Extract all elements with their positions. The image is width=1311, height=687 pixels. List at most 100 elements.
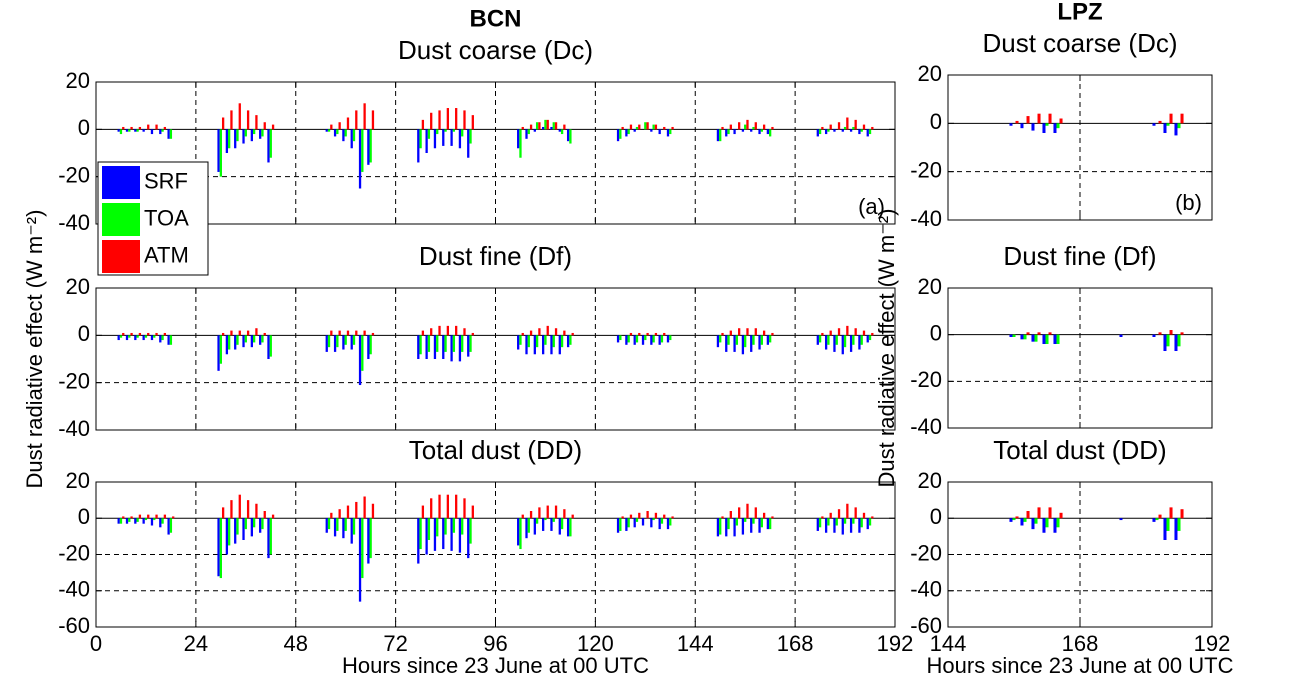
bar: [327, 129, 331, 132]
bar: [754, 507, 757, 519]
bar: [824, 335, 828, 350]
panel-label: (b): [1175, 190, 1202, 215]
bar: [150, 335, 154, 341]
bar: [835, 335, 838, 345]
bar: [566, 335, 570, 348]
bar: [444, 518, 447, 535]
bar: [554, 505, 558, 519]
bar: [452, 335, 456, 352]
bar: [829, 512, 832, 519]
bar: [766, 129, 770, 135]
bar: [824, 129, 828, 135]
bar: [1158, 332, 1162, 335]
bar: [161, 518, 164, 524]
bar: [663, 126, 666, 130]
bar: [1180, 332, 1184, 335]
bar: [134, 518, 137, 524]
bar: [217, 518, 220, 577]
bar: [1177, 123, 1181, 129]
bar: [125, 335, 129, 341]
bar: [663, 514, 666, 519]
bar: [725, 129, 728, 137]
x-tick-label: 0: [90, 631, 102, 656]
bar: [554, 122, 558, 130]
bar: [142, 335, 145, 341]
bar: [442, 518, 445, 550]
panel-label: (a): [858, 194, 885, 219]
bar: [1009, 123, 1013, 126]
column-header: LPZ: [1057, 0, 1102, 25]
bar: [538, 507, 541, 519]
bar: [1012, 518, 1016, 521]
bar: [563, 124, 566, 130]
bar: [1158, 514, 1162, 519]
bar: [858, 129, 861, 135]
bar: [1152, 334, 1156, 337]
bar: [219, 518, 222, 579]
bar: [1163, 334, 1167, 351]
bar: [535, 335, 539, 348]
bar: [236, 518, 239, 535]
plot-area: [95, 481, 896, 628]
bar: [438, 494, 441, 519]
y-tick-label: -40: [910, 577, 942, 602]
plot-area: [95, 287, 896, 431]
bar: [1056, 518, 1060, 528]
legend-label: ATM: [144, 242, 189, 267]
bar: [463, 328, 466, 336]
bar: [153, 518, 156, 521]
plot-background: [948, 288, 1212, 428]
bar: [130, 516, 133, 519]
y-tick-label: 0: [930, 109, 942, 134]
y-tick-label: 20: [918, 274, 942, 299]
bar: [430, 328, 433, 336]
bar: [236, 335, 239, 345]
plot-area: [947, 287, 1213, 429]
bar: [638, 124, 641, 130]
bar: [259, 129, 262, 139]
bar: [355, 330, 358, 336]
bar: [527, 518, 530, 533]
bar: [738, 328, 741, 336]
plot-area: [95, 81, 896, 225]
bar: [425, 518, 428, 555]
bar: [660, 335, 664, 343]
bar: [367, 335, 370, 359]
bar: [716, 335, 720, 348]
x-tick-label: 144: [930, 631, 967, 656]
bar: [259, 518, 262, 533]
bar: [854, 507, 857, 519]
bar: [242, 129, 245, 144]
bar: [621, 126, 624, 130]
bar: [746, 503, 749, 519]
y-tick-label: 0: [78, 321, 90, 346]
bar: [746, 328, 749, 336]
bar: [754, 328, 757, 336]
bar: [529, 124, 533, 130]
bar: [762, 124, 766, 130]
bar: [352, 335, 356, 345]
bar: [1158, 120, 1162, 124]
bar: [346, 117, 350, 130]
bar: [117, 129, 120, 132]
bar: [358, 518, 362, 602]
bar: [458, 129, 462, 149]
bar: [169, 129, 173, 139]
bar: [1037, 332, 1041, 335]
bar: [1174, 123, 1178, 136]
bar: [521, 514, 524, 519]
bar: [527, 335, 530, 348]
bar: [163, 126, 167, 130]
bar: [829, 124, 832, 130]
bar: [344, 129, 347, 137]
bar: [336, 335, 339, 348]
bar: [546, 505, 549, 519]
bar: [333, 129, 337, 137]
bar: [571, 332, 574, 336]
bar: [650, 129, 653, 132]
bar: [533, 335, 536, 355]
bar: [427, 335, 431, 352]
bar: [234, 335, 237, 350]
bar: [629, 124, 633, 130]
bar: [771, 516, 774, 519]
